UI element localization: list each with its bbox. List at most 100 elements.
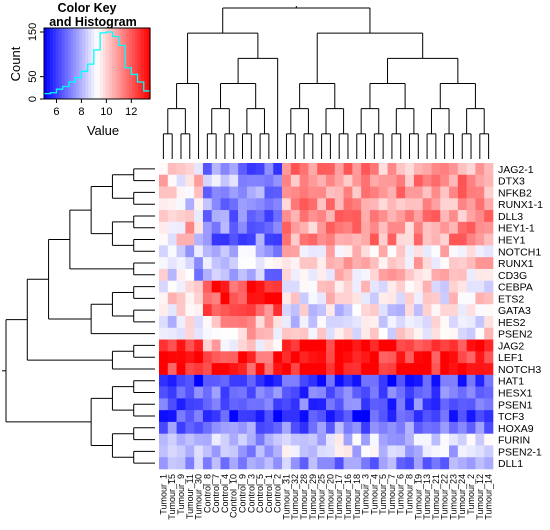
heatmap-cell [159,386,169,399]
heatmap-cell [413,363,423,376]
heatmap-cell [440,398,450,411]
heatmap-cell [238,304,248,317]
heatmap-cell [369,445,380,458]
heatmap-cell [176,163,186,176]
column-label: Tumour_28 [299,474,309,520]
heatmap-cell [238,327,248,340]
heatmap-cell [202,174,213,187]
heatmap-cell [405,445,415,458]
heatmap-cell [282,280,292,293]
heatmap-cell [246,410,256,423]
heatmap-cell [413,351,423,364]
heatmap-cell [176,457,186,470]
heatmap-cell [229,374,239,387]
heatmap-cell [475,233,485,246]
heatmap-cell [211,210,221,223]
heatmap-cell [343,304,353,317]
heatmap-cell [273,339,283,352]
heatmap-cell [246,233,256,246]
heatmap-cell [422,280,432,293]
heatmap-cell [255,351,265,364]
heatmap-cell [449,221,459,234]
heatmap-cell [185,268,195,281]
heatmap-cell [378,245,388,258]
heatmap-cell [194,257,204,270]
heatmap-cell [343,292,353,305]
heatmap-cell [475,386,485,399]
heatmap-cell [185,280,195,293]
heatmap-cell [396,186,406,199]
heatmap-cell [211,268,221,281]
heatmap-cell [326,386,336,399]
heatmap-cell [299,233,309,246]
heatmap-cell [369,316,380,329]
heatmap-cell [229,351,239,364]
heatmap-cell [317,316,327,329]
heatmap-cell [440,316,450,329]
color-key-bin [49,28,54,99]
heatmap-cell [449,421,459,434]
heatmap-cell [264,163,274,176]
heatmap-cell [484,163,494,176]
heatmap-cell [220,268,230,281]
color-key: Color Key and Histogram 6 8 10 12 0 50 150 Va… [8,1,151,138]
heatmap-cell [167,316,177,329]
heatmap-cell [431,445,441,458]
heatmap-cell [176,268,186,281]
heatmap-cell [396,316,406,329]
heatmap-cell [282,268,292,281]
heatmap-cell [273,186,283,199]
heatmap-cell [202,163,213,176]
heatmap-cell [238,198,248,211]
heatmap-cell [290,210,300,223]
heatmap-cell [290,245,300,258]
heatmap-cell [202,292,213,305]
heatmap-cell [273,163,283,176]
heatmap-cell [308,363,318,376]
heatmap-cell [229,210,239,223]
heatmap-cell [440,163,450,176]
heatmap-cell [317,445,327,458]
heatmap-cell [255,363,265,376]
heatmap-cell [194,374,204,387]
heatmap-cell [387,363,397,376]
heatmap-cell [159,398,169,411]
heatmap-cell [484,316,494,329]
heatmap-cell [220,233,230,246]
heatmap-cell [282,363,292,376]
column-label: Tumour_20 [325,474,335,520]
row-label: JAG2-1 [498,164,534,176]
heatmap-cell [273,268,283,281]
heatmap-cell [457,304,467,317]
heatmap-cell [185,421,195,434]
heatmap-cell [264,186,274,199]
heatmap-cell [299,257,309,270]
heatmap-cell [167,398,177,411]
heatmap-cell [255,457,265,470]
row-label: CEBPA [498,282,533,294]
heatmap-cell [194,292,204,305]
column-label: Tumour_32 [290,474,300,520]
color-key-bin [102,28,107,99]
histogram-line [44,31,150,95]
heatmap-cell [361,316,371,329]
heatmap-cell [422,174,432,187]
column-label: Control_1 [264,474,274,513]
heatmap-cell [185,374,195,387]
heatmap-cell [352,198,362,211]
heatmap-cell [475,174,485,187]
heatmap-cell [220,398,230,411]
heatmap-cell [387,386,397,399]
heatmap-cell [255,174,265,187]
heatmap-cell [264,445,274,458]
heatmap-cell [369,304,380,317]
color-key-frame [43,27,151,100]
heatmap-cell [238,316,248,329]
color-key-bin [70,28,75,99]
heatmap-cell [457,339,467,352]
heatmap-cell [422,268,432,281]
heatmap-cell [246,198,256,211]
heatmap-cell [422,221,432,234]
heatmap-cell [211,221,221,234]
column-label: Control_9 [238,474,248,513]
